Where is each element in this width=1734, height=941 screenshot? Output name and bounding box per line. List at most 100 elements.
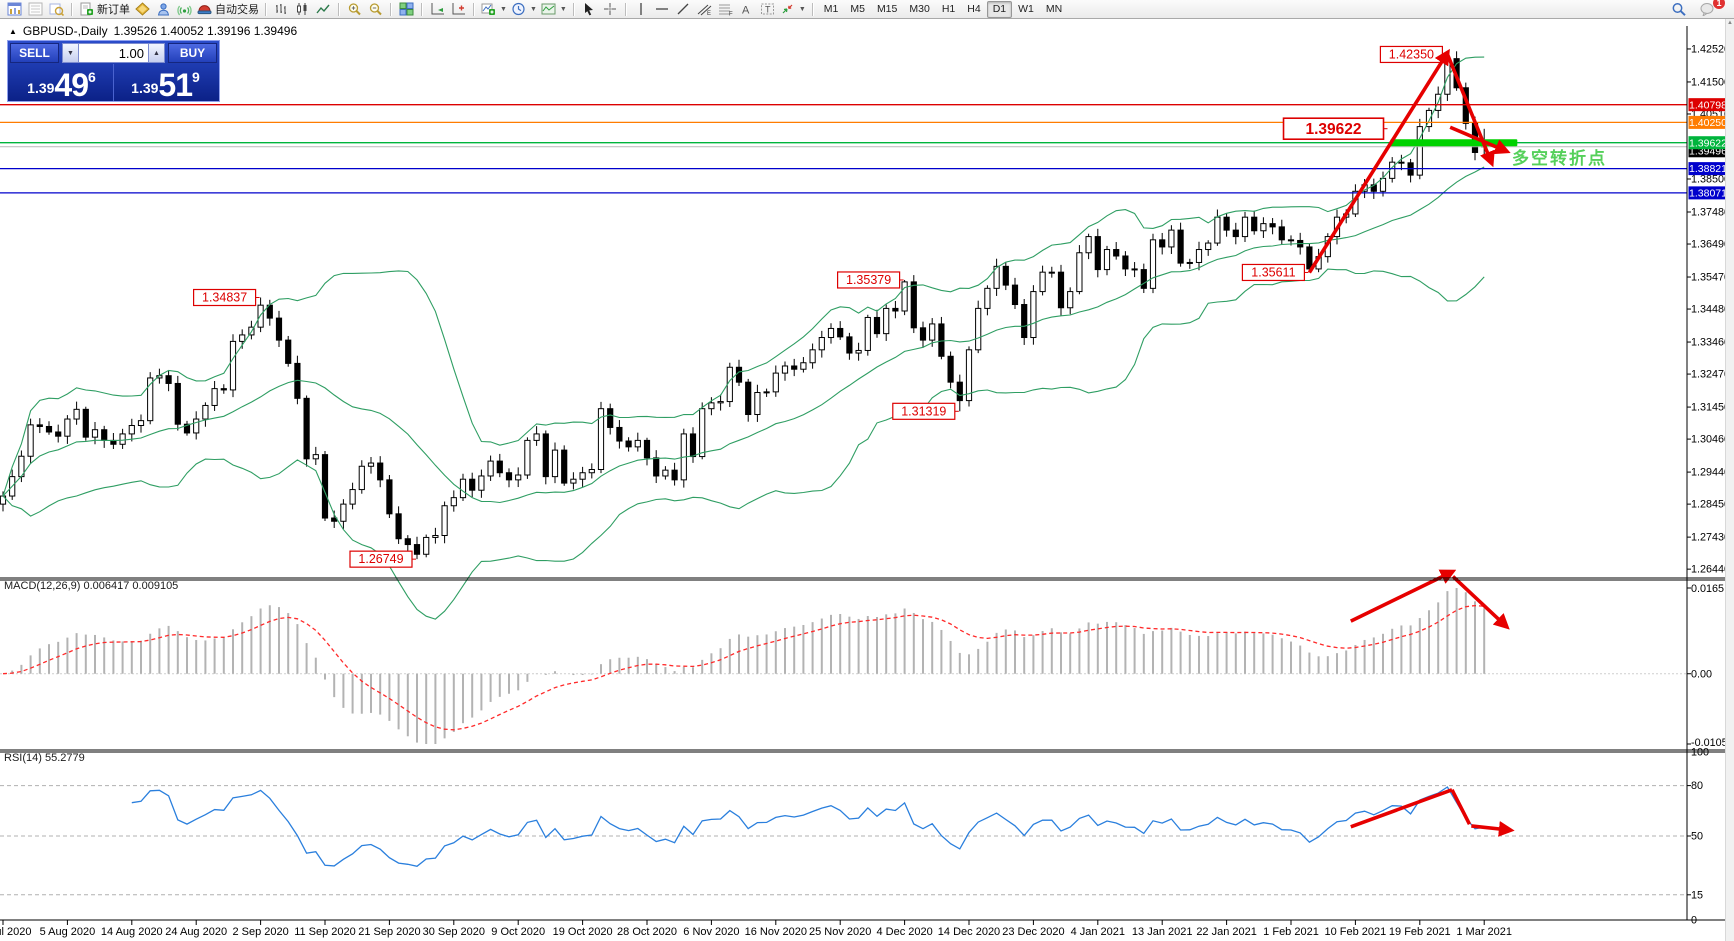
cursor-icon[interactable]: [579, 1, 600, 18]
svg-text:1.32470: 1.32470: [1691, 369, 1730, 381]
tile-windows-icon[interactable]: [396, 1, 417, 18]
svg-text:F: F: [729, 12, 733, 17]
buy-price[interactable]: 1.39 51 9: [113, 64, 217, 101]
svg-text:1.39622: 1.39622: [1689, 137, 1727, 149]
vertical-line-icon[interactable]: [631, 1, 652, 18]
zoom-in-icon[interactable]: [344, 1, 365, 18]
candlestick-chart-icon[interactable]: [292, 1, 313, 18]
volume-spinner: ▼ ▲: [62, 43, 165, 63]
svg-text:6 Nov 2020: 6 Nov 2020: [683, 926, 739, 938]
svg-text:1 Mar 2021: 1 Mar 2021: [1456, 926, 1512, 938]
timeframe-h4[interactable]: H4: [967, 2, 981, 15]
svg-text:19 Feb 2021: 19 Feb 2021: [1389, 926, 1451, 938]
svg-text:1.41500: 1.41500: [1691, 76, 1730, 88]
timeframe-h1[interactable]: H1: [941, 2, 956, 15]
svg-text:4 Dec 2020: 4 Dec 2020: [876, 926, 932, 938]
timeframe-d1[interactable]: D1: [986, 0, 1013, 18]
buy-button[interactable]: BUY: [168, 43, 217, 63]
svg-text:1.34480: 1.34480: [1691, 304, 1730, 316]
search-icon[interactable]: [1668, 1, 1689, 18]
dropdown-arrow-icon: ▼: [559, 5, 567, 13]
svg-text:1.31319: 1.31319: [901, 404, 946, 418]
timeframe-m30[interactable]: M30: [909, 2, 930, 15]
periods-icon[interactable]: ▼: [509, 1, 539, 18]
templates-icon[interactable]: ▼: [539, 1, 569, 18]
svg-text:10 Feb 2021: 10 Feb 2021: [1325, 926, 1387, 938]
svg-text:15: 15: [1691, 889, 1703, 901]
zoom-out-icon[interactable]: [365, 1, 386, 18]
svg-text:1.35470: 1.35470: [1691, 272, 1730, 284]
timeframe-m5[interactable]: M5: [850, 2, 865, 15]
new-order-button[interactable]: 新订单: [77, 1, 132, 18]
sell-price-major: 1.39: [27, 80, 55, 96]
main-toolbar: 新订单 自动交易 ▼ ▼ ▼ E F A T ▼ M1 M5 M15 M30 H…: [0, 0, 1734, 19]
data-window-icon[interactable]: [25, 1, 46, 18]
scroll-up-icon[interactable]: ▲: [1727, 20, 1733, 26]
svg-text:30 Sep 2020: 30 Sep 2020: [423, 926, 485, 938]
indicators-icon[interactable]: ▼: [479, 1, 509, 18]
toolbar-separator: [265, 2, 267, 16]
sell-price-pip: 6: [88, 69, 96, 85]
svg-text:50: 50: [1691, 831, 1703, 843]
ohlc-values: 1.39526 1.40052 1.39196 1.39496: [113, 24, 298, 38]
bar-chart-icon[interactable]: [271, 1, 292, 18]
volume-input[interactable]: [79, 43, 148, 63]
sell-button[interactable]: SELL: [10, 43, 59, 63]
timeframe-m1[interactable]: M1: [823, 2, 839, 15]
one-click-collapse-arrow[interactable]: ▲: [9, 26, 17, 36]
notifications-icon[interactable]: 1: [1697, 0, 1725, 18]
market-watch-icon[interactable]: [4, 1, 25, 18]
volume-decrease-button[interactable]: ▼: [62, 43, 79, 63]
svg-text:14 Aug 2020: 14 Aug 2020: [101, 926, 163, 938]
trendline-icon[interactable]: [673, 1, 694, 18]
experts-icon[interactable]: [153, 1, 174, 18]
chart-canvas[interactable]: 1.425201.415001.405101.385001.374801.364…: [0, 18, 1734, 941]
text-label-icon[interactable]: T: [757, 1, 778, 18]
svg-text:E: E: [707, 11, 711, 16]
fibonacci-icon[interactable]: F: [715, 1, 736, 18]
equidistant-channel-icon[interactable]: E: [694, 1, 715, 18]
volume-increase-button[interactable]: ▲: [148, 43, 165, 63]
svg-text:25 Nov 2020: 25 Nov 2020: [809, 926, 871, 938]
svg-text:1.39622: 1.39622: [1306, 121, 1362, 138]
svg-text:21 Sep 2020: 21 Sep 2020: [358, 926, 420, 938]
svg-text:1.36490: 1.36490: [1691, 239, 1730, 251]
horizontal-line-icon[interactable]: [652, 1, 673, 18]
metaeditor-icon[interactable]: [132, 1, 153, 18]
toolbar-separator: [71, 2, 73, 16]
svg-text:16 Nov 2020: 16 Nov 2020: [745, 926, 807, 938]
arrows-icon[interactable]: ▼: [778, 1, 808, 18]
auto-scroll-icon[interactable]: [427, 1, 448, 18]
svg-text:11 Sep 2020: 11 Sep 2020: [294, 926, 356, 938]
timeframe-mn[interactable]: MN: [1045, 2, 1063, 15]
navigator-icon[interactable]: [46, 1, 67, 18]
sell-price[interactable]: 1.39 49 6: [10, 64, 113, 101]
timeframe-w1[interactable]: W1: [1018, 2, 1034, 15]
svg-text:28 Oct 2020: 28 Oct 2020: [617, 926, 677, 938]
new-order-label: 新订单: [97, 4, 130, 16]
macd-label: MACD(12,26,9) 0.006417 0.009105: [4, 580, 179, 592]
svg-text:1.34837: 1.34837: [202, 291, 247, 305]
svg-text:27 Jul 2020: 27 Jul 2020: [0, 926, 31, 938]
crosshair-icon[interactable]: [600, 1, 621, 18]
timeframe-m15[interactable]: M15: [876, 2, 898, 15]
autotrading-button[interactable]: 自动交易: [195, 1, 261, 18]
dropdown-arrow-icon: ▼: [500, 5, 507, 13]
vertical-scrollbar[interactable]: ▲: [1725, 19, 1734, 941]
svg-text:A: A: [742, 5, 750, 17]
text-icon[interactable]: A: [736, 1, 757, 18]
signals-icon[interactable]: [174, 1, 195, 18]
svg-text:13 Jan 2021: 13 Jan 2021: [1132, 926, 1193, 938]
svg-text:1.31450: 1.31450: [1691, 402, 1730, 414]
svg-text:1.38071: 1.38071: [1689, 187, 1727, 199]
dropdown-arrow-icon: ▼: [529, 5, 537, 13]
line-chart-icon[interactable]: [313, 1, 334, 18]
one-click-trading-panel: SELL ▼ ▲ BUY 1.39 49 6 1.39 51 9: [7, 40, 220, 102]
chart-shift-icon[interactable]: [448, 1, 469, 18]
svg-text:4 Jan 2021: 4 Jan 2021: [1071, 926, 1125, 938]
svg-text:19 Oct 2020: 19 Oct 2020: [553, 926, 613, 938]
svg-text:2 Sep 2020: 2 Sep 2020: [232, 926, 288, 938]
svg-text:9 Oct 2020: 9 Oct 2020: [491, 926, 545, 938]
svg-text:1.28450: 1.28450: [1691, 499, 1730, 511]
